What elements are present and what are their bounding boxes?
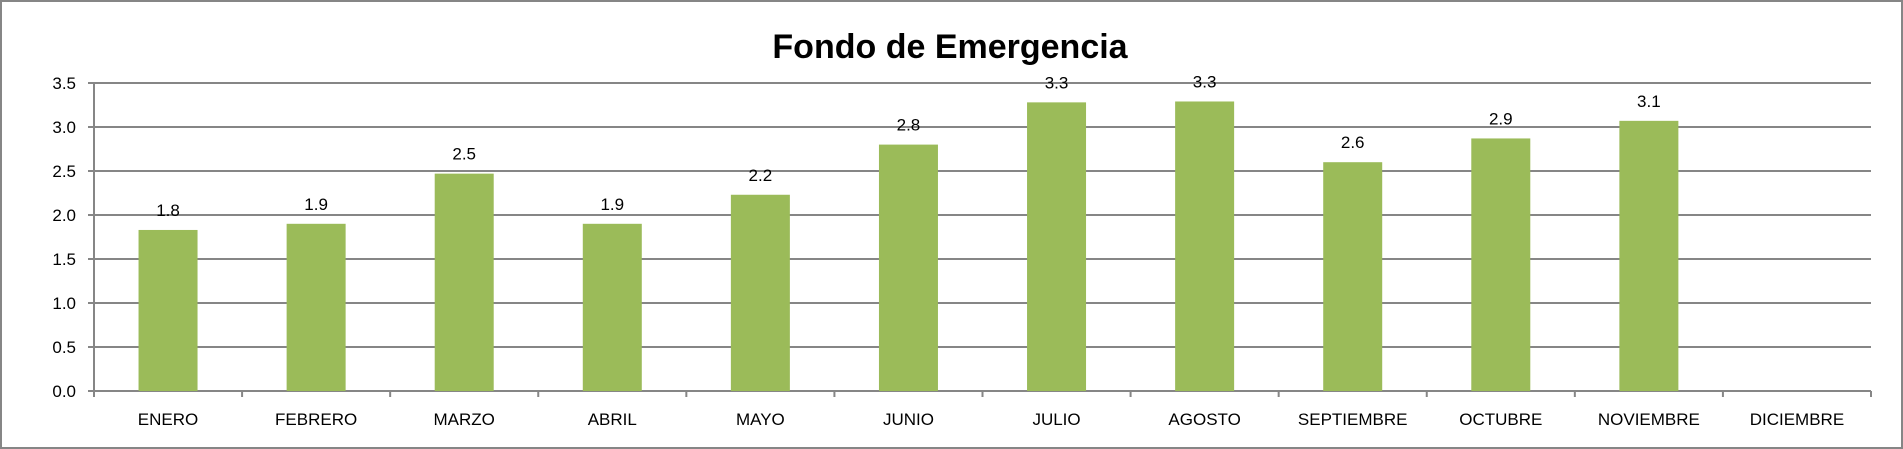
y-tick-label: 0.0 <box>52 382 76 401</box>
data-label: 1.8 <box>156 201 180 220</box>
x-tick-label: SEPTIEMBRE <box>1298 410 1408 429</box>
y-tick-label: 1.5 <box>52 250 76 269</box>
bar <box>1471 138 1531 391</box>
x-tick-label: MAYO <box>736 410 785 429</box>
y-tick-label: 3.0 <box>52 118 76 137</box>
bar <box>878 144 938 391</box>
bar <box>434 173 494 391</box>
data-label: 2.9 <box>1489 109 1513 128</box>
chart-title: Fondo de Emergencia <box>772 28 1128 66</box>
x-tick-label: DICIEMBRE <box>1750 410 1844 429</box>
x-tick-label: MARZO <box>434 410 495 429</box>
data-label: 3.1 <box>1637 92 1661 111</box>
x-tick-label: ABRIL <box>588 410 637 429</box>
bar <box>286 223 346 391</box>
y-tick-label: 1.0 <box>52 294 76 313</box>
data-label: 3.3 <box>1045 73 1069 92</box>
bar <box>1175 101 1235 391</box>
bar <box>730 194 790 391</box>
data-label: 2.5 <box>452 145 476 164</box>
x-tick-label: OCTUBRE <box>1459 410 1542 429</box>
x-tick-label: JUNIO <box>883 410 934 429</box>
x-tick-label: JULIO <box>1032 410 1080 429</box>
data-label: 1.9 <box>600 195 624 214</box>
bar <box>1619 120 1679 391</box>
bar <box>582 223 642 391</box>
x-tick-label: NOVIEMBRE <box>1598 410 1700 429</box>
y-tick-label: 2.5 <box>52 162 76 181</box>
y-tick-label: 0.5 <box>52 338 76 357</box>
y-tick-label: 3.5 <box>52 74 76 93</box>
bar <box>138 229 198 391</box>
bar <box>1027 102 1087 392</box>
data-label: 2.8 <box>897 116 921 135</box>
x-tick-label: AGOSTO <box>1168 410 1240 429</box>
bar <box>1323 162 1383 391</box>
y-tick-label: 2.0 <box>52 206 76 225</box>
x-tick-label: ENERO <box>138 410 198 429</box>
x-tick-label: FEBRERO <box>275 410 357 429</box>
data-label: 2.6 <box>1341 133 1365 152</box>
data-label: 3.3 <box>1193 72 1217 91</box>
data-label: 1.9 <box>304 195 328 214</box>
data-label: 2.2 <box>749 166 773 185</box>
